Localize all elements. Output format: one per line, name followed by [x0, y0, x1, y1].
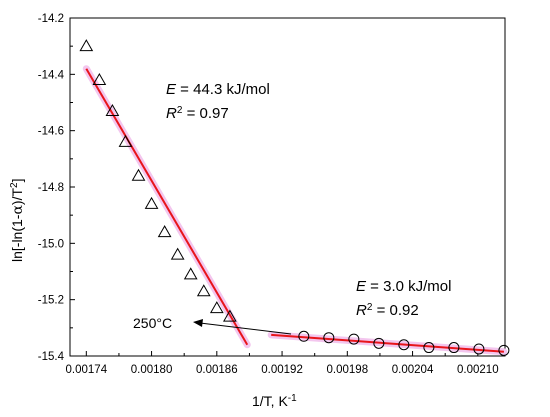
x-tick-label: 0.00174: [66, 364, 108, 376]
plot-area-border: [69, 17, 506, 357]
y-tick-label: -14.2: [38, 13, 64, 25]
data-markers: [79, 39, 510, 356]
x-tick-label: 0.00210: [457, 364, 499, 376]
circle-marker: [348, 333, 360, 345]
x-tick-label: 0.00180: [131, 364, 173, 376]
y-axis: -14.2 -14.4 -14.6 -14.8 -15.0 -15.2 -15.4: [38, 13, 75, 363]
plot-frame: [69, 17, 506, 357]
triangle-marker: [118, 134, 133, 147]
fit1-r2-label: R2 = 0.97: [166, 105, 229, 123]
triangle-marker: [170, 247, 185, 260]
x-axis-label: 1/T, K-1: [252, 393, 297, 410]
fit1-energy-label: E = 44.3 kJ/mol: [166, 81, 270, 98]
y-tick-label: -14.6: [38, 126, 64, 138]
triangle-marker: [105, 103, 120, 116]
fit-line: [85, 68, 249, 346]
x-tick-label: 0.00192: [261, 364, 303, 376]
triangle-marker: [223, 309, 237, 322]
triangle-marker: [79, 39, 94, 52]
circle-marker: [423, 342, 435, 354]
triangle-marker: [209, 301, 224, 314]
triangle-marker: [131, 168, 146, 181]
fit-lines: [82, 65, 508, 356]
triangle-marker: [92, 72, 107, 85]
y-tick-label: -14.8: [38, 182, 64, 194]
circle-marker: [298, 330, 310, 342]
y-tick-label: -15.4: [38, 351, 65, 363]
fit-line: [271, 333, 504, 353]
transition-arrow-head: [193, 319, 203, 327]
triangle-marker: [144, 196, 159, 209]
fit2-energy-label: E = 3.0 kJ/mol: [356, 278, 451, 295]
circle-marker: [323, 332, 335, 344]
circle-marker: [473, 343, 485, 355]
circle-marker: [448, 342, 460, 354]
triangle-marker: [196, 284, 211, 297]
triangle-marker: [157, 225, 172, 238]
triangle-marker: [183, 267, 198, 280]
circle-marker: [498, 344, 510, 356]
transition-label: 250°C: [133, 315, 172, 331]
y-axis-label: ln[-ln(1-α)/T2]: [9, 179, 27, 263]
transition-arrow-line: [199, 322, 292, 335]
x-tick-label: 0.00204: [392, 364, 434, 376]
x-tick-label: 0.00186: [196, 364, 238, 376]
x-axis: 0.00174 0.00180 0.00186 0.00192 0.00198 0.002…: [66, 351, 499, 376]
x-tick-label: 0.00198: [327, 364, 369, 376]
y-tick-label: -14.4: [38, 69, 65, 81]
circle-marker: [398, 339, 410, 351]
y-tick-label: -15.0: [38, 238, 64, 250]
fit2-r2-label: R2 = 0.92: [356, 302, 419, 320]
y-tick-label: -15.2: [38, 295, 64, 307]
circle-marker: [373, 337, 385, 349]
